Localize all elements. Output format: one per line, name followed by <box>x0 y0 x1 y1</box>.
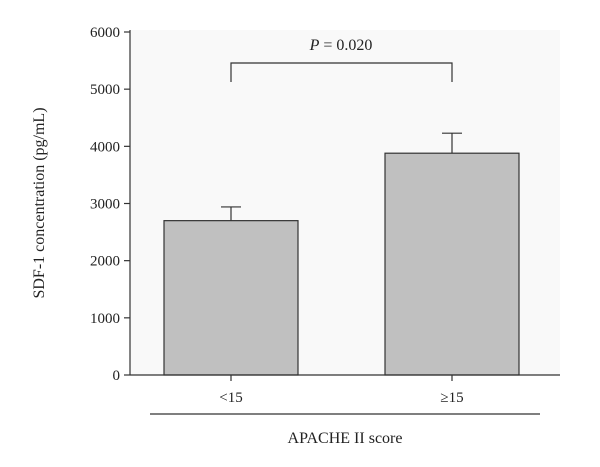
bar <box>384 152 520 376</box>
bracket-line <box>230 62 453 82</box>
y-tick-label: 4000 <box>90 139 120 155</box>
x-tick-label: <15 <box>219 390 242 406</box>
y-axis: 0 1000 2000 3000 4000 5000 6000 <box>90 25 131 384</box>
significance-bracket: P = 0.020 <box>230 37 453 82</box>
x-axis: <15 ≥15 <box>130 374 560 406</box>
y-tick-label: 3000 <box>90 197 120 213</box>
p-value-label: P = 0.020 <box>309 37 373 54</box>
y-tick-label: 0 <box>113 368 121 384</box>
bars <box>163 132 520 376</box>
y-tick-label: 1000 <box>90 311 120 327</box>
x-axis-title: APACHE II score <box>288 430 403 447</box>
y-tick-label: 2000 <box>90 254 120 270</box>
bar <box>163 220 299 376</box>
y-tick-label: 5000 <box>90 82 120 98</box>
y-tick-label: 6000 <box>90 25 120 41</box>
y-axis-title: SDF-1 concentration (pg/mL) <box>31 107 48 298</box>
x-tick-label: ≥15 <box>440 390 463 406</box>
